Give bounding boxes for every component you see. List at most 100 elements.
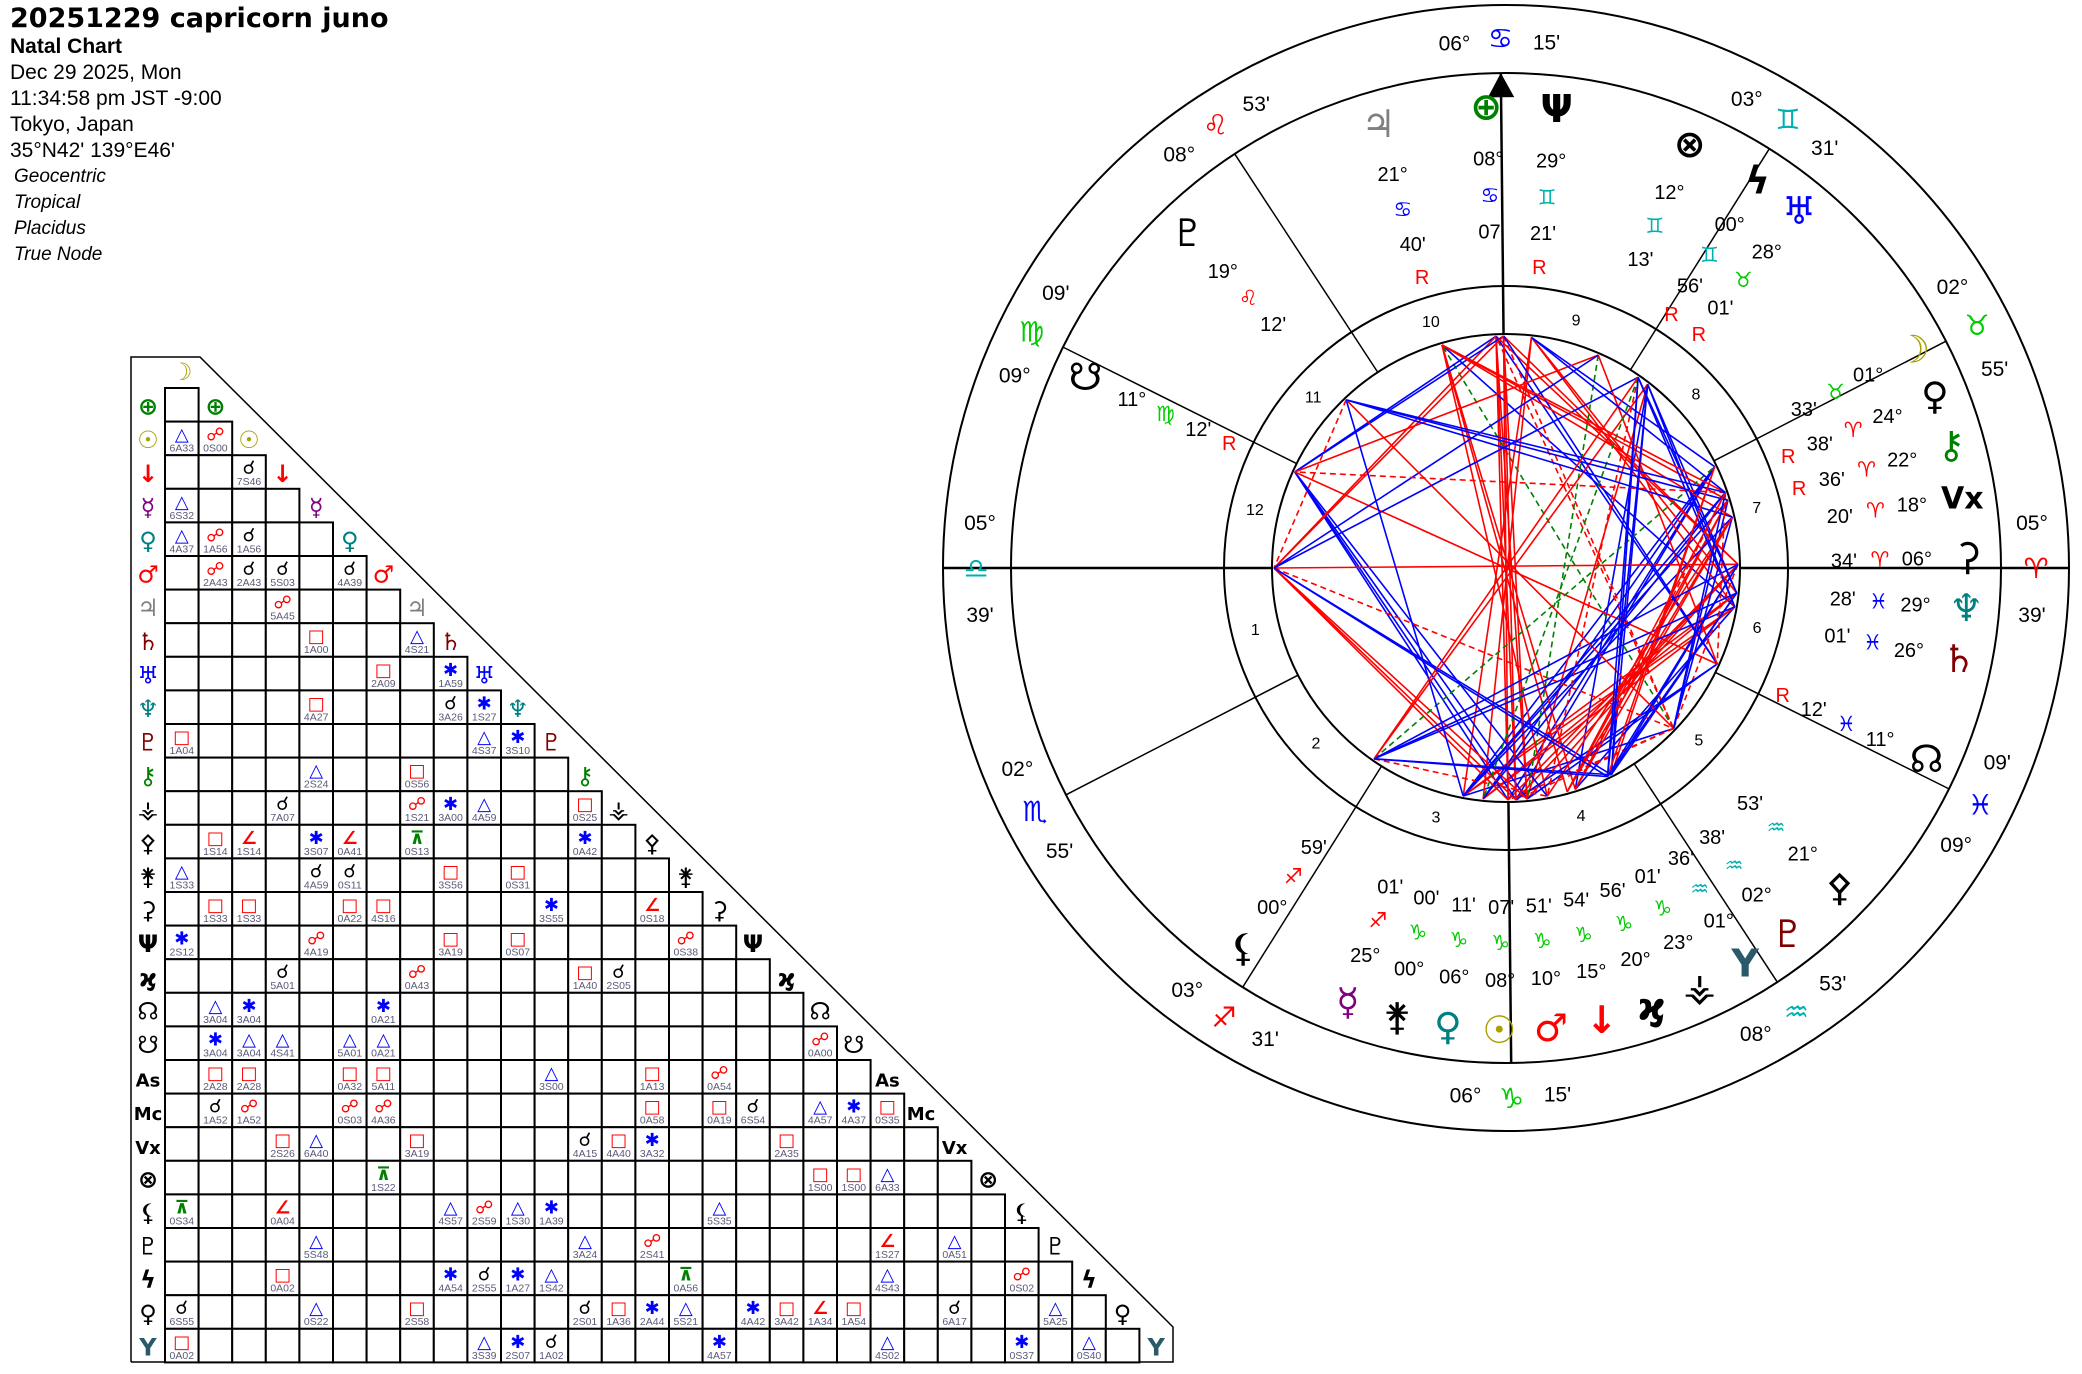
planet-vesta-icon: ⚶ [1683, 965, 1715, 1009]
aspect-sq-icon: □ [576, 962, 593, 983]
grid-row-eris-icon: ♀ [139, 1300, 157, 1328]
planet-minute: 01' [1707, 298, 1733, 320]
aspect-sex-icon: ✱ [1014, 1332, 1029, 1353]
aspect-line-sq [1273, 567, 1528, 800]
aspect-opp-icon: ☍ [1013, 1265, 1031, 1286]
aspect-orb-label: 0A58 [640, 1115, 665, 1127]
aspect-sq-icon: □ [375, 660, 392, 681]
aspect-orb-label: 1S42 [539, 1283, 564, 1295]
aspect-quinc-icon: ⊼ [174, 1197, 189, 1218]
aspect-line-tri [1373, 606, 1736, 760]
aspect-sex-icon: ✱ [309, 828, 324, 849]
planet-pluto-icon: ♇ [1771, 912, 1805, 956]
grid-cell [903, 1126, 939, 1162]
house-cusp-line-10 [1499, 73, 1505, 335]
grid-cell [701, 924, 738, 961]
aspect-orb-label: 4S21 [405, 644, 430, 656]
aspect-sex-icon: ✱ [745, 1298, 760, 1319]
planet-ceres-icon: ⚳ [1954, 534, 1982, 578]
planet-venus-icon: ♀ [1434, 1004, 1462, 1048]
aspect-orb-label: 4S43 [875, 1283, 900, 1295]
aspect-quinc-icon: ⊼ [376, 1164, 391, 1185]
aspect-tri-icon: △ [477, 727, 491, 748]
cusp-degree: 05° [2016, 512, 2048, 535]
chart-info-header: 20251229 capricorn juno Natal Chart Dec … [10, 4, 389, 268]
house-cusp-line-4 [1507, 801, 1513, 1063]
planet-degree: 24° [1872, 406, 1902, 428]
house-cusp-line-12 [1062, 346, 1297, 465]
grid-diagonal-midheaven-icon: Mc [907, 1104, 936, 1125]
aspect-conj-icon: ☌ [243, 524, 256, 546]
aspect-tri-icon: △ [1082, 1332, 1096, 1353]
grid-diagonal-vesta-icon: ⚶ [608, 796, 628, 824]
grid-row-arrow-point-icon: ↓ [138, 460, 158, 488]
aspect-orb-label: 5A11 [372, 1081, 396, 1093]
planet-sign-icon: ♒ [1767, 816, 1786, 840]
aspect-tri-icon: △ [175, 492, 189, 513]
aspect-line-sesq [1502, 335, 1675, 729]
option-tropical: Tropical [14, 192, 81, 213]
aspect-orb-label: 1A52 [203, 1115, 228, 1127]
grid-cell [701, 1327, 738, 1364]
grid-row-midheaven-icon: Mc [134, 1104, 163, 1125]
aspect-sq-icon: □ [173, 1332, 190, 1353]
aspect-tri-icon: △ [276, 1029, 290, 1050]
aspect-orb-label: 2S24 [304, 779, 329, 791]
aspect-line-quinc [1526, 355, 1600, 800]
aspect-orb-label: 1A27 [506, 1283, 531, 1295]
grid-cell [634, 958, 671, 994]
grid-diagonal-key-body-icon: ϗ [778, 964, 796, 992]
aspect-sex-icon: ✱ [241, 996, 256, 1017]
aspect-conj-icon: ☌ [612, 961, 625, 983]
aspect-conj-icon: ☌ [948, 1297, 961, 1319]
house-number: 5 [1694, 732, 1703, 749]
grid-cell [533, 823, 570, 860]
grid-cell [836, 1059, 872, 1095]
cusp-minute: 39' [966, 604, 993, 627]
aspect-orb-label: 4A57 [808, 1115, 833, 1127]
aspect-line-tri [1606, 384, 1649, 777]
aspect-line-tri [1345, 399, 1729, 502]
aspect-line-sq [1574, 516, 1734, 790]
aspect-orb-label: 2S12 [170, 947, 195, 959]
grid-cell [264, 689, 301, 726]
aspect-orb-label: 3A32 [640, 1148, 665, 1160]
aspect-orb-label: 4A37 [842, 1115, 867, 1127]
retrograde-marker: R [1415, 267, 1429, 289]
aspect-orb-label: 0S18 [640, 913, 665, 925]
grid-row-pluto-icon: ♇ [137, 729, 159, 757]
grid-diagonal-vertex-icon: Vx [942, 1138, 968, 1159]
aspect-line-tri [1482, 466, 1716, 800]
planet-sign-icon: ♓ [1863, 631, 1882, 655]
grid-row-proserpina-icon: ♇ [137, 1233, 159, 1261]
aspect-line-opp [1495, 336, 1528, 800]
aspect-sq-icon: □ [207, 895, 224, 916]
grid-cell [466, 1327, 502, 1364]
aspect-sq-icon: □ [812, 1164, 829, 1185]
aspect-line-opp [1441, 344, 1568, 793]
planet-saturn-icon: ♄ [1942, 637, 1976, 681]
aspect-opp-icon: ☍ [240, 1097, 258, 1118]
grid-cell [197, 1327, 234, 1364]
aspect-line-sq [1441, 344, 1729, 502]
planet-arrow-point-icon: ↓ [1586, 998, 1618, 1042]
aspect-orb-label: 0S02 [1010, 1283, 1035, 1295]
grid-cell [634, 891, 671, 927]
grid-cell [634, 924, 671, 961]
aspect-opp-icon: ☍ [475, 1197, 493, 1218]
planet-uranus-icon: ♅ [1782, 189, 1816, 233]
house-number: 8 [1692, 386, 1701, 403]
aspect-orb-label: 4S37 [472, 745, 497, 757]
grid-row-chiron-icon: ⚷ [139, 762, 157, 790]
aspect-orb-label: 4S41 [270, 1047, 295, 1059]
house-number: 4 [1577, 808, 1586, 825]
grid-cell [399, 924, 435, 961]
aspect-line-tri [1294, 471, 1509, 801]
planet-north-node-icon: ☊ [1910, 737, 1944, 781]
aspect-line-sq [1546, 516, 1734, 797]
house-number: 2 [1312, 736, 1321, 753]
aspect-orb-label: 1A40 [573, 980, 598, 992]
grid-cell [365, 857, 402, 894]
aspect-line-sq [1526, 384, 1649, 800]
aspect-orb-label: 3S00 [539, 1081, 564, 1093]
